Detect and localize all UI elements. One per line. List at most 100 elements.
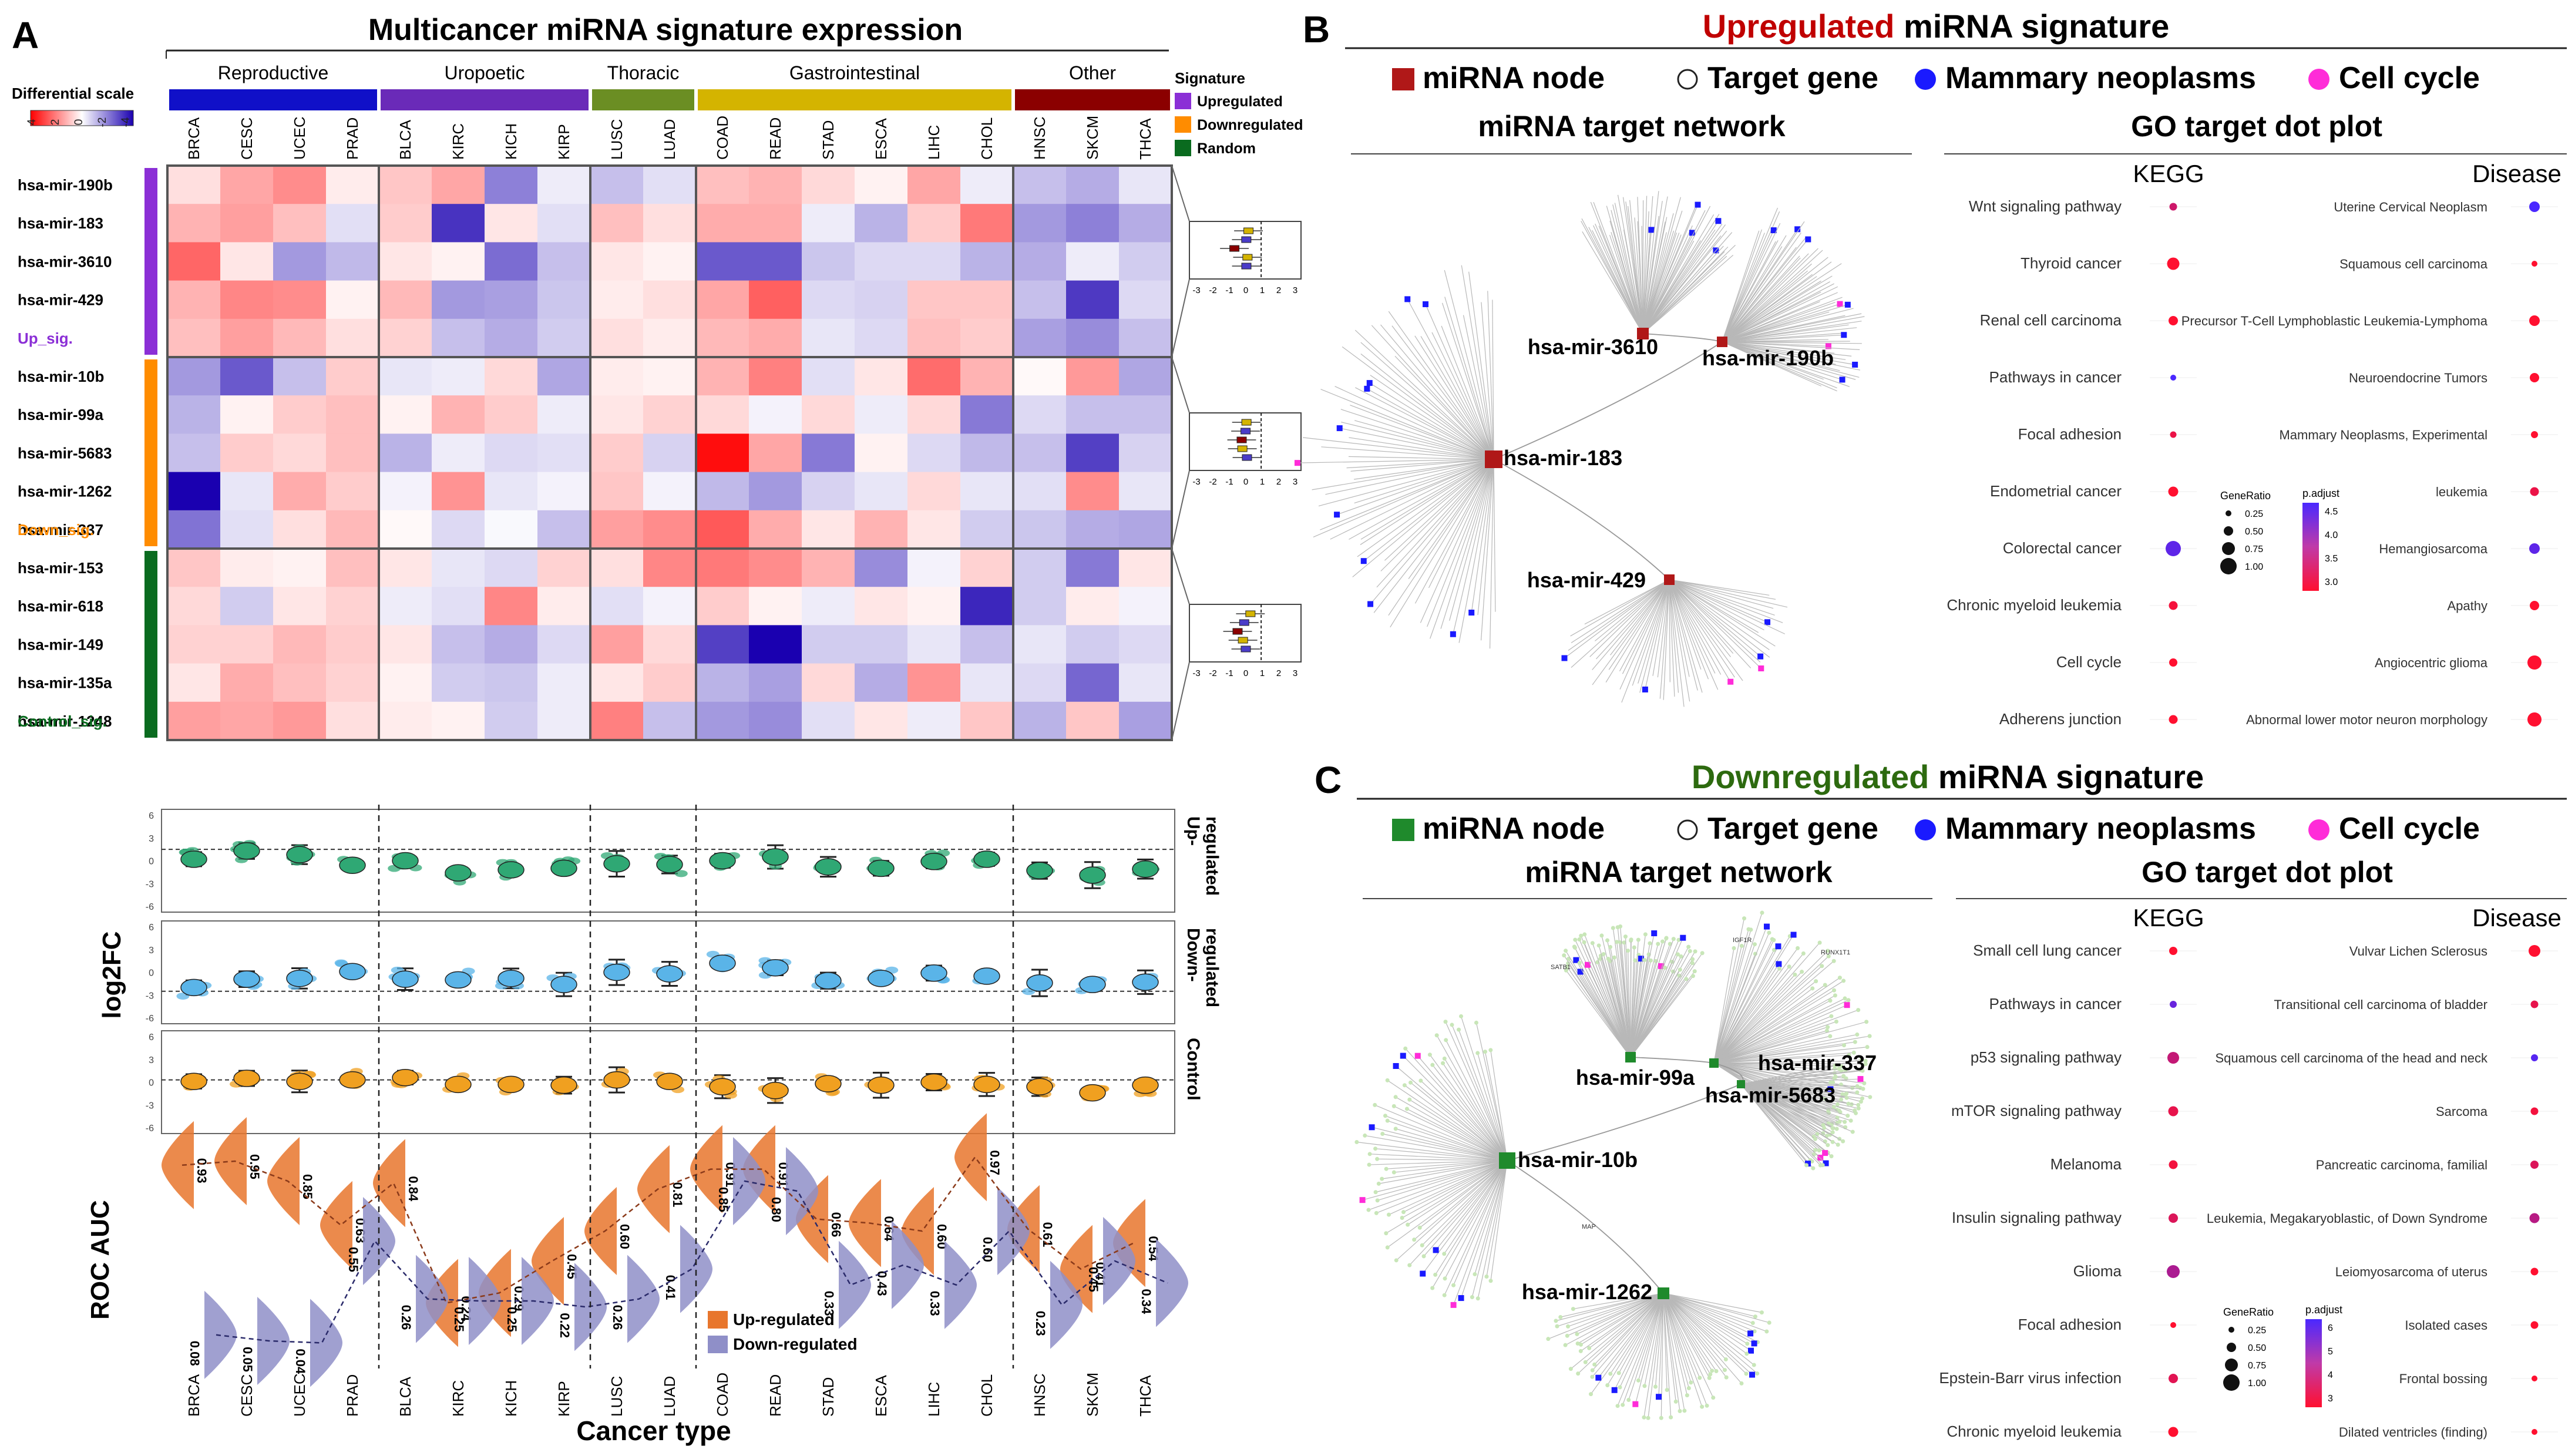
network-target-node — [1723, 1368, 1727, 1373]
network-target-node — [1430, 1062, 1435, 1067]
heatmap-cell — [537, 663, 591, 702]
network-edge — [1404, 1085, 1508, 1161]
network-edge — [1713, 946, 1779, 1064]
heatmap-cell — [220, 510, 274, 549]
forest-point — [1239, 619, 1249, 626]
network-mammary-node — [1844, 301, 1851, 308]
network-target-node — [1427, 1053, 1432, 1057]
network-target-node — [1629, 937, 1633, 942]
bottom-cancer-label: LUSC — [608, 1376, 626, 1417]
network-edge — [1630, 943, 1659, 1058]
network-edge — [1619, 579, 1670, 672]
network-target-node — [1568, 1367, 1573, 1371]
network-cell-cycle-node — [1658, 963, 1665, 969]
network-target-node — [1562, 953, 1566, 958]
network-edge — [1486, 1160, 1508, 1277]
heatmap-cell — [590, 357, 644, 396]
dotplot-kegg-dot — [2169, 1213, 2178, 1223]
roc-violin — [1103, 1217, 1135, 1305]
network-target-node — [1813, 1136, 1817, 1141]
network-edge — [1609, 234, 1643, 334]
network-target-node — [1363, 1133, 1367, 1138]
network-target-node — [1402, 1083, 1407, 1088]
signature-side-bar — [144, 359, 157, 546]
network-target-node — [1846, 998, 1851, 1003]
network-edge — [1471, 1160, 1508, 1297]
cancer-column-label: BLCA — [396, 119, 414, 160]
network-mammary-node — [1648, 227, 1655, 233]
network-edge — [1722, 341, 1822, 386]
network-target-node — [1367, 1162, 1371, 1167]
heatmap-cell — [907, 357, 961, 396]
gene-ratio-legend-title: GeneRatio — [2220, 490, 2271, 502]
heatmap-cell — [907, 433, 961, 473]
legend-label: Mammary neoplasms — [1945, 812, 2256, 846]
network-edge — [1669, 579, 1776, 600]
network-mammary-node — [1651, 930, 1658, 937]
forest-tick-label: -1 — [1225, 477, 1233, 487]
network-edge — [1463, 315, 1494, 460]
heatmap-cell — [273, 472, 327, 511]
network-target-node — [1850, 1085, 1855, 1090]
dotplot-kegg-dot — [2168, 1427, 2179, 1437]
bottom-cancer-label: COAD — [714, 1373, 731, 1417]
legend-label: miRNA node — [1423, 812, 1605, 846]
network-edge — [1490, 1050, 1508, 1161]
heatmap-cell — [379, 318, 432, 358]
roc-up-value-label: 0.85 — [300, 1174, 315, 1199]
network-edge — [1713, 974, 1796, 1064]
network-edge — [1444, 270, 1494, 460]
heatmap-cell — [749, 701, 802, 741]
network-edge — [1713, 926, 1767, 1064]
network-target-node — [1858, 1099, 1863, 1104]
signature-side-bar — [144, 168, 157, 355]
network-target-node — [1573, 937, 1578, 942]
heatmap-cell — [432, 166, 485, 204]
network-edge — [1614, 203, 1643, 334]
dotplot-kegg-term: Glioma — [2073, 1262, 2122, 1280]
heatmap-cell — [379, 587, 432, 626]
network-edge — [1663, 1293, 1754, 1344]
network-mammary-node — [1423, 301, 1429, 307]
log2fc-mean — [286, 970, 313, 987]
cancer-column-label: HNSC — [1031, 116, 1048, 160]
roc-ylabel: ROC AUC — [86, 1200, 115, 1320]
dotplot-disease-term: Dilated ventricles (finding) — [2339, 1425, 2487, 1440]
network-edge — [1658, 1293, 1664, 1397]
network-edge — [1722, 311, 1830, 342]
heatmap-cell — [273, 395, 327, 434]
network-edge — [1617, 1293, 1664, 1406]
panel-b-network: hsa-mir-3610 hsa-mir-190bhsa-mir-183hsa-m… — [1294, 191, 1865, 707]
network-edge — [1713, 964, 1779, 1064]
network-edge — [1663, 1293, 1758, 1343]
heatmap-cell — [379, 625, 432, 664]
heatmap-cell — [749, 357, 802, 396]
network-edge — [1713, 968, 1780, 1064]
network-target-node — [1847, 1053, 1851, 1058]
network-edge — [1663, 1293, 1758, 1374]
network-edge — [1722, 275, 1833, 342]
network-edge — [1722, 246, 1783, 342]
network-edge — [1642, 229, 1716, 334]
network-mirna-node — [1485, 450, 1502, 468]
heatmap-cell — [220, 395, 274, 434]
network-edge — [1341, 422, 1494, 460]
network-edge — [1362, 1160, 1508, 1201]
network-mammary-node — [1404, 296, 1411, 302]
network-gene-tag: IGF1R — [1733, 937, 1752, 944]
network-edge — [1722, 230, 1760, 342]
network-edge — [1460, 1016, 1508, 1161]
network-edge — [1617, 194, 1643, 334]
network-target-node — [1403, 1046, 1408, 1051]
network-target-node — [1826, 1025, 1830, 1030]
network-edge — [1642, 234, 1682, 334]
log2fc-tick-label: -3 — [146, 991, 154, 1001]
network-edge — [1354, 459, 1494, 504]
network-edge — [1577, 1293, 1664, 1344]
network-edge — [1663, 1293, 1747, 1374]
forest-tick-label: 0 — [1243, 477, 1248, 487]
network-edge — [1630, 954, 1679, 1058]
roc-down-value-label: 0.05 — [240, 1347, 255, 1372]
roc-down-value-label: 0.33 — [822, 1291, 836, 1316]
network-edge — [1740, 1084, 1843, 1142]
